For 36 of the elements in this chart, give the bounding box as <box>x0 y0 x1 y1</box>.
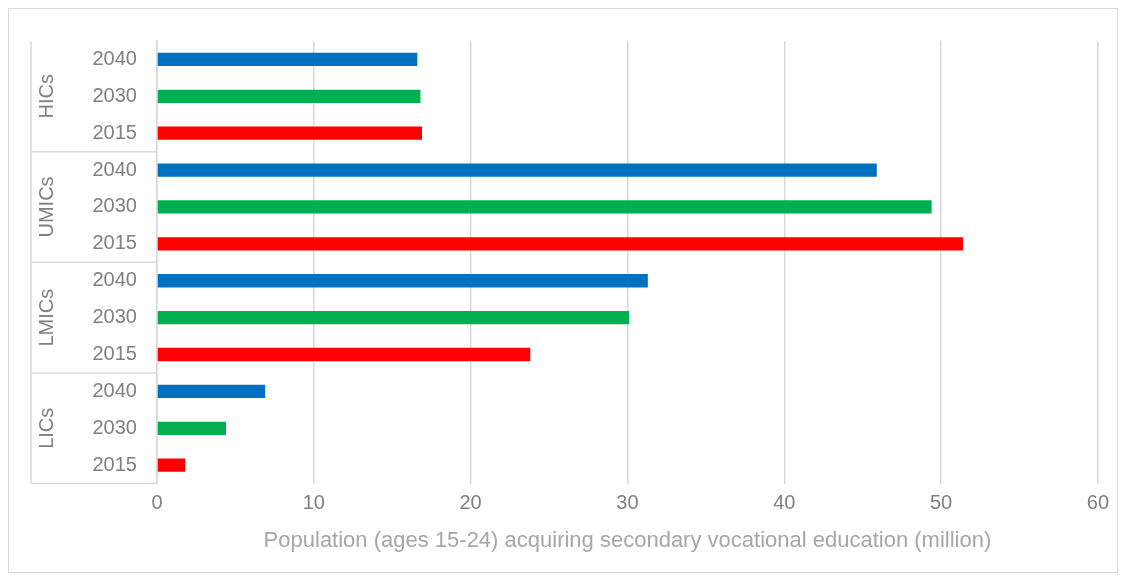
x-tick-label: 60 <box>1086 491 1109 514</box>
bar <box>157 126 423 140</box>
bar <box>157 384 266 399</box>
y-tick-label: 2040 <box>92 268 137 291</box>
x-tick-label: 50 <box>929 491 953 514</box>
y-tick-label: 2015 <box>92 231 137 254</box>
bar <box>157 274 648 288</box>
text: UMICs <box>34 176 57 238</box>
y-tick-label: 2040 <box>92 46 137 69</box>
x-tick-label: 10 <box>302 491 325 514</box>
bar <box>157 310 630 325</box>
bar <box>157 458 186 472</box>
bar <box>157 89 421 103</box>
y-tick-label: 2030 <box>92 415 137 438</box>
bar <box>157 163 877 177</box>
text: LMICs <box>34 288 57 347</box>
y-tick-label: 2030 <box>92 305 137 328</box>
bar <box>157 421 226 435</box>
y-tick-label: 2030 <box>92 83 137 106</box>
x-tick-label: 20 <box>459 491 482 514</box>
x-tick-label: 0 <box>151 491 163 514</box>
x-tick-label: 30 <box>616 491 639 514</box>
y-tick-label: 2015 <box>92 120 137 143</box>
x-tick-label: 40 <box>773 491 796 514</box>
y-tick-label: 2040 <box>92 157 137 180</box>
bar <box>157 52 418 67</box>
bar <box>157 237 964 251</box>
text: LICs <box>34 407 57 449</box>
text: HICs <box>34 74 57 119</box>
bar <box>157 347 531 362</box>
y-tick-label: 2040 <box>92 378 137 401</box>
bar <box>157 200 932 214</box>
x-axis-title: Population (ages 15-24) acquiring secondary vocational education (million) <box>263 526 992 552</box>
y-tick-label: 2030 <box>92 194 137 217</box>
y-tick-label: 2015 <box>92 342 137 365</box>
y-tick-label: 2015 <box>92 452 137 475</box>
